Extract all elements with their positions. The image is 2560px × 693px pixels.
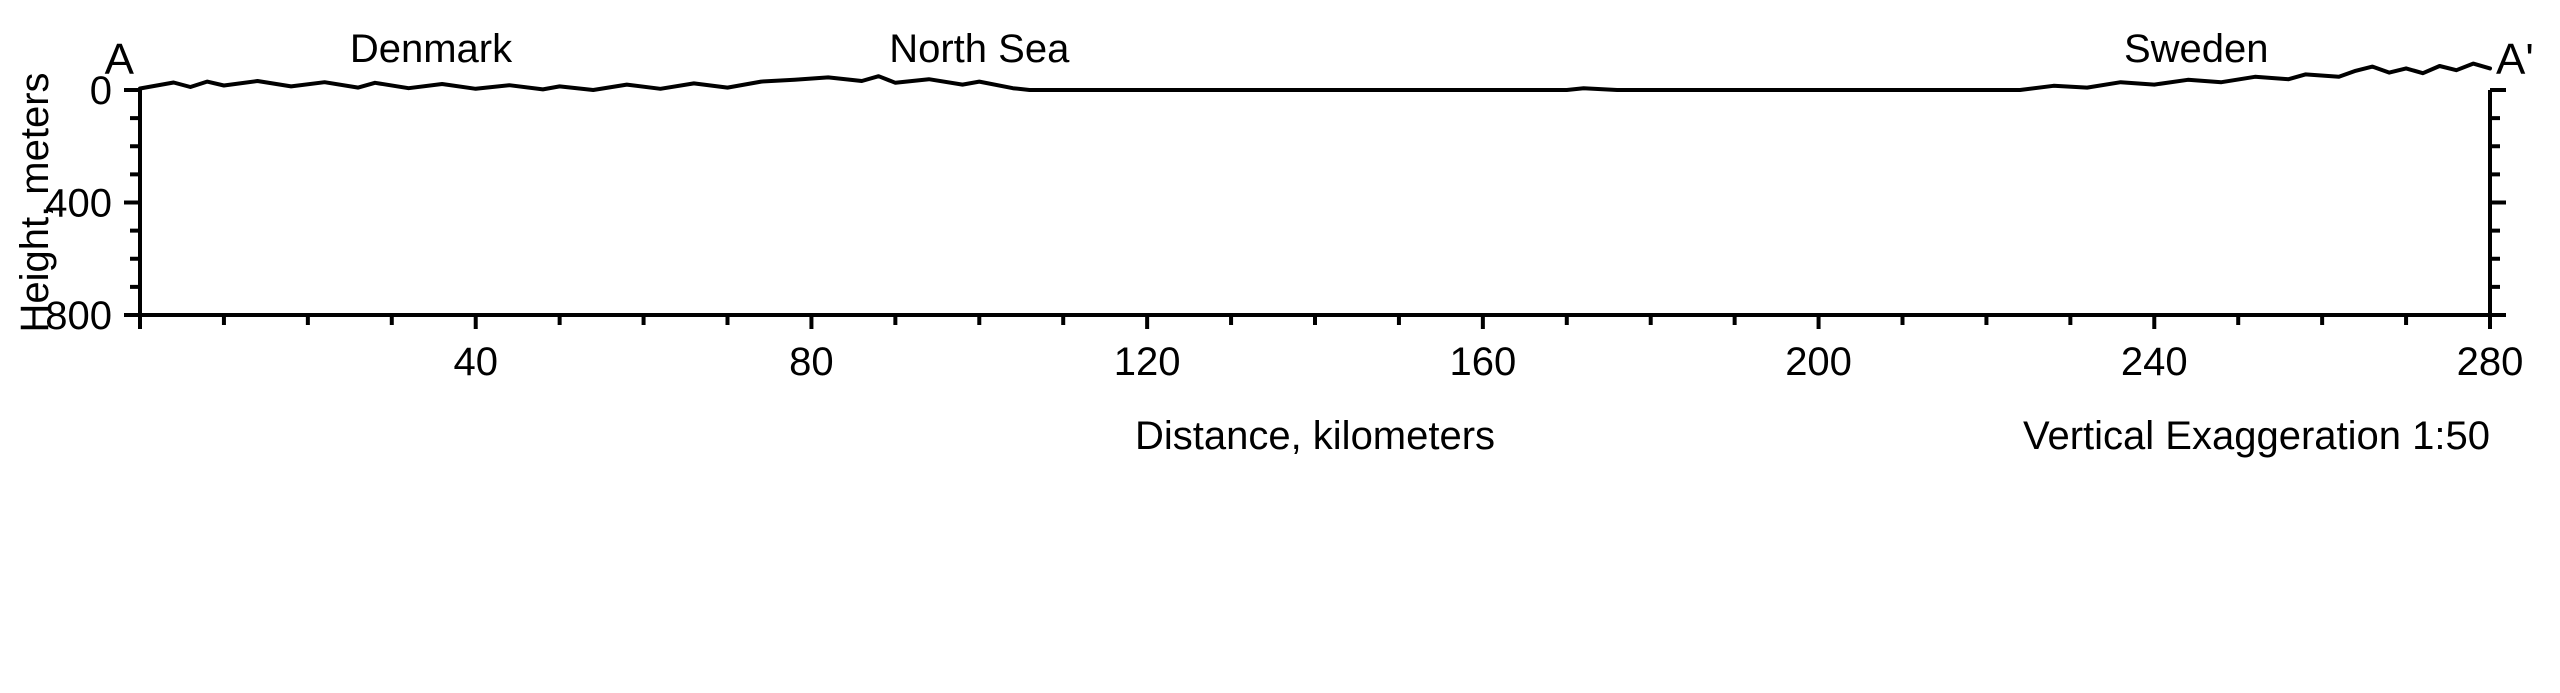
x-axis-label: Distance, kilometers bbox=[1135, 414, 1495, 458]
endpoint-left: A bbox=[105, 35, 135, 84]
region-label: Sweden bbox=[2124, 27, 2269, 71]
x-tick-label: 240 bbox=[2121, 340, 2188, 384]
endpoint-right: A' bbox=[2496, 35, 2534, 84]
x-tick-label: 160 bbox=[1449, 340, 1516, 384]
region-label: Denmark bbox=[350, 27, 513, 71]
x-tick-label: 280 bbox=[2457, 340, 2524, 384]
region-label: North Sea bbox=[889, 27, 1070, 71]
x-tick-label: 80 bbox=[789, 340, 834, 384]
x-tick-label: 120 bbox=[1114, 340, 1181, 384]
vertical-exaggeration-note: Vertical Exaggeration 1:50 bbox=[2023, 414, 2490, 458]
axes: 04008004080120160200240280 bbox=[45, 69, 2523, 384]
x-tick-label: 40 bbox=[453, 340, 498, 384]
x-tick-label: 200 bbox=[1785, 340, 1852, 384]
y-axis-label: Height, meters bbox=[13, 72, 57, 332]
